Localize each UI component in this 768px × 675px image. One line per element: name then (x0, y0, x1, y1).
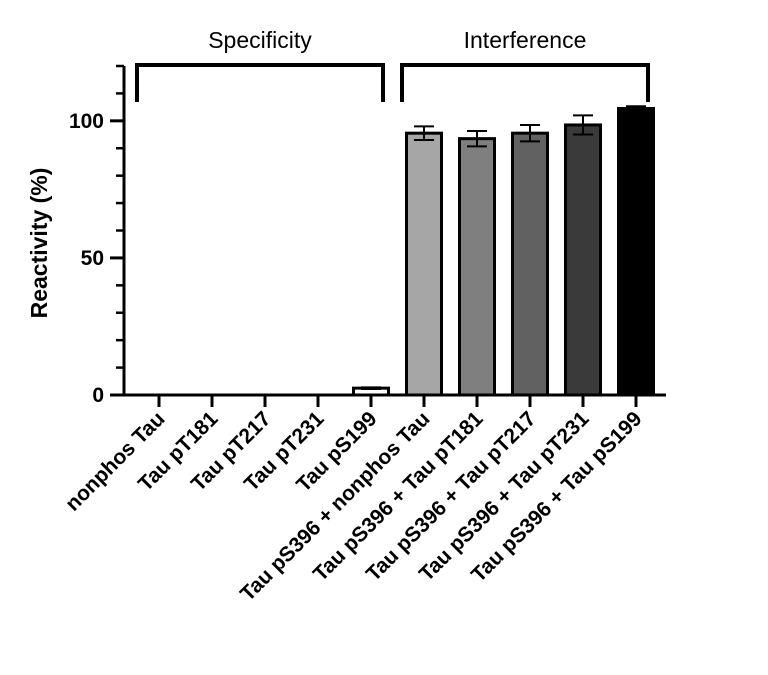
y-tick-label: 0 (92, 384, 104, 407)
error-bar (467, 129, 487, 148)
group-label: Specificity (208, 27, 312, 53)
bars (352, 105, 655, 397)
y-tick-label: 100 (69, 110, 104, 133)
group-bracket: Specificity (135, 27, 385, 102)
group-brackets: Specificity Interference (135, 27, 650, 102)
bar (405, 131, 443, 397)
bar (617, 106, 655, 397)
bar (458, 137, 496, 397)
bracket-line (135, 63, 385, 102)
error-bar (520, 123, 540, 143)
bar (511, 131, 549, 397)
y-tick-label: 50 (81, 247, 104, 270)
error-bar (573, 114, 593, 136)
error-bar (361, 386, 381, 390)
group-bracket: Interference (400, 27, 650, 102)
bracket-line (400, 63, 650, 102)
y-axis-label: Reactivity (%) (26, 168, 52, 319)
bar (564, 123, 602, 397)
error-bar (626, 105, 646, 112)
error-bar (414, 125, 434, 142)
group-label: Interference (464, 27, 587, 53)
